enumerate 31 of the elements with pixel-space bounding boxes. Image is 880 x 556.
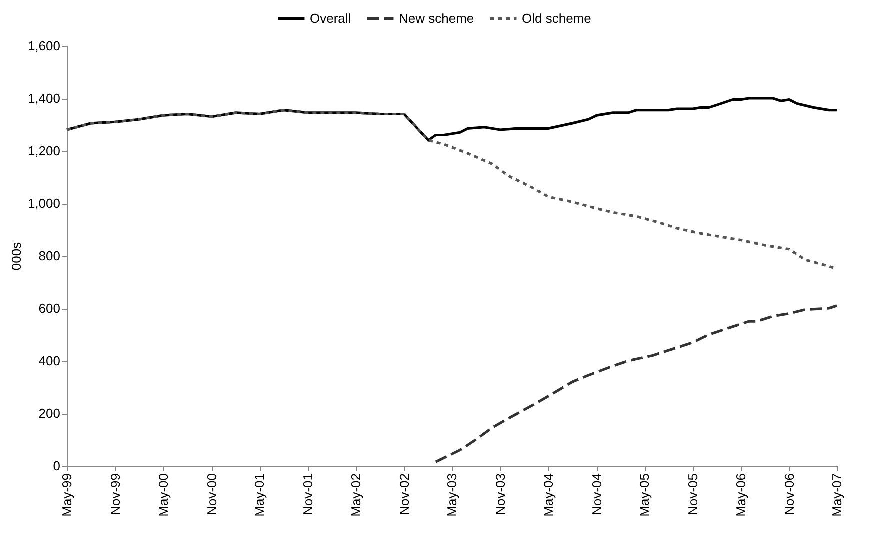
y-tick-label: 200 bbox=[38, 406, 60, 421]
x-tick-label: Nov-03 bbox=[492, 474, 508, 516]
x-tick-label: May-01 bbox=[252, 474, 268, 517]
line-series bbox=[434, 304, 838, 464]
x-tick-label: Nov-04 bbox=[589, 474, 604, 516]
y-tick-label: 600 bbox=[38, 301, 60, 316]
x-tick-label: Nov-01 bbox=[300, 474, 316, 516]
y-axis-title: 000s bbox=[8, 242, 24, 271]
x-tick-label: May-99 bbox=[60, 474, 74, 517]
x-tick-label: May-00 bbox=[156, 474, 171, 517]
y-tick-label: 1,200 bbox=[28, 144, 60, 158]
x-tick-label: May-06 bbox=[733, 474, 748, 517]
x-tick-label: May-04 bbox=[540, 474, 556, 517]
y-tick-label: 400 bbox=[38, 354, 60, 368]
legend-label: Overall bbox=[310, 10, 352, 26]
y-tick-label: 1,600 bbox=[28, 38, 60, 54]
legend-label: New scheme bbox=[399, 10, 474, 26]
y-tick-label: 800 bbox=[38, 248, 60, 264]
y-tick-label: 0 bbox=[53, 458, 60, 474]
x-tick-label: May-07 bbox=[830, 474, 844, 517]
x-tick-label: Nov-02 bbox=[396, 474, 412, 516]
y-tick-label: 1,000 bbox=[28, 196, 60, 211]
x-tick-label: Nov-06 bbox=[782, 474, 797, 516]
x-tick-label: Nov-00 bbox=[204, 474, 220, 516]
x-tick-label: May-03 bbox=[444, 474, 460, 517]
legend-label: Old scheme bbox=[522, 10, 592, 26]
x-tick-label: Nov-99 bbox=[108, 474, 123, 516]
x-tick-label: May-02 bbox=[348, 474, 364, 517]
y-tick-label: 1,400 bbox=[28, 91, 60, 106]
x-tick-label: May-05 bbox=[637, 474, 652, 517]
x-tick-label: Nov-05 bbox=[686, 474, 701, 516]
